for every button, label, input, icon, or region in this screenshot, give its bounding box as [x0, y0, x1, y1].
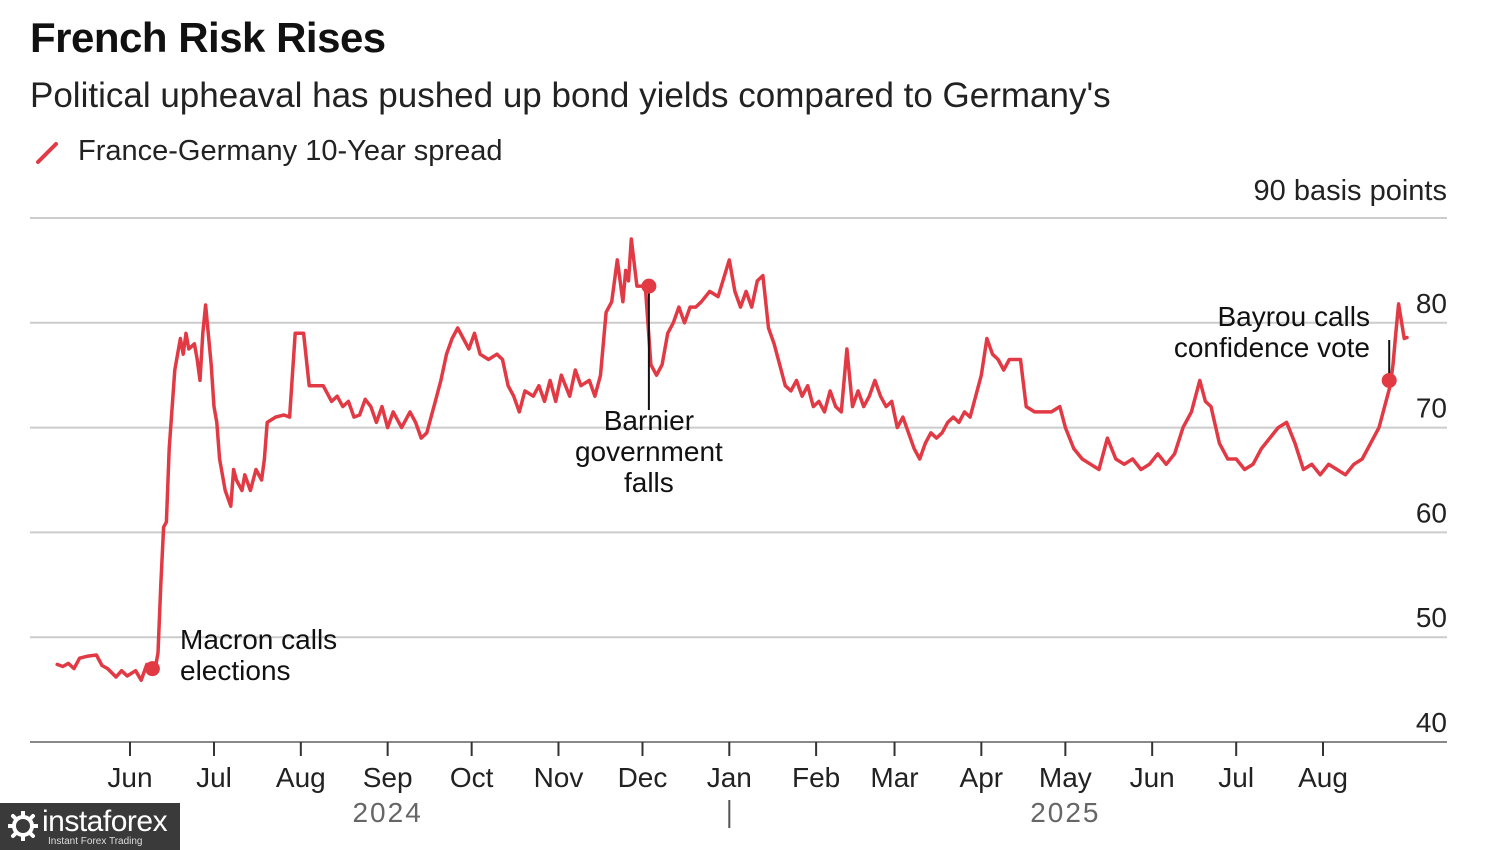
- year-label-2024: 2024: [352, 797, 422, 828]
- watermark-name: instaforex: [42, 805, 168, 838]
- legend: France-Germany 10-Year spread: [34, 135, 502, 168]
- x-tick-label: Jun: [107, 762, 152, 793]
- x-tick-label: May: [1039, 762, 1092, 793]
- y-tick-label-40: 40: [1416, 707, 1447, 738]
- year-label-2025: 2025: [1030, 797, 1100, 828]
- y-tick-label-80: 80: [1416, 288, 1447, 319]
- annotation-text-macron: elections: [180, 655, 291, 686]
- gear-logo-icon: [8, 811, 38, 841]
- y-tick-label-70: 70: [1416, 393, 1447, 424]
- annotation-text-bayrou: Bayrou calls: [1217, 301, 1370, 332]
- annotation-marker-bayrou: [1381, 372, 1397, 388]
- legend-swatch: [36, 141, 58, 164]
- x-tick-label: Feb: [792, 762, 840, 793]
- x-tick-label: Jul: [196, 762, 232, 793]
- y-tick-label-60: 60: [1416, 497, 1447, 528]
- y-tick-label-50: 50: [1416, 602, 1447, 633]
- x-tick-label: Mar: [870, 762, 918, 793]
- annotation-marker-macron: [144, 661, 160, 677]
- series-line-spread: [55, 237, 1409, 682]
- chart-title: French Risk Rises: [30, 14, 386, 61]
- chart-subtitle: Political upheaval has pushed up bond yi…: [30, 76, 1111, 115]
- x-tick-label: Aug: [1298, 762, 1348, 793]
- annotation-text-bayrou: confidence vote: [1174, 332, 1370, 363]
- x-tick-label: Jul: [1218, 762, 1254, 793]
- x-tick-label: Aug: [276, 762, 326, 793]
- x-tick-label: Nov: [534, 762, 584, 793]
- annotation-text-barnier: falls: [624, 467, 674, 498]
- annotation-marker-barnier: [641, 278, 657, 294]
- x-tick-label: Jun: [1130, 762, 1175, 793]
- x-tick-label: Apr: [960, 762, 1004, 793]
- watermark-tagline: Instant Forex Trading: [48, 836, 143, 847]
- watermark: instaforex Instant Forex Trading: [0, 803, 180, 850]
- legend-label: France-Germany 10-Year spread: [78, 135, 503, 167]
- y-unit-label: 90 basis points: [1253, 175, 1447, 207]
- annotation-text-barnier: Barnier: [604, 405, 694, 436]
- x-tick-label: Jan: [707, 762, 752, 793]
- annotation-text-barnier: government: [575, 436, 723, 467]
- x-tick-label: Dec: [618, 762, 668, 793]
- annotation-text-macron: Macron calls: [180, 624, 337, 655]
- x-tick-label: Sep: [363, 762, 413, 793]
- x-tick-label: Oct: [450, 762, 494, 793]
